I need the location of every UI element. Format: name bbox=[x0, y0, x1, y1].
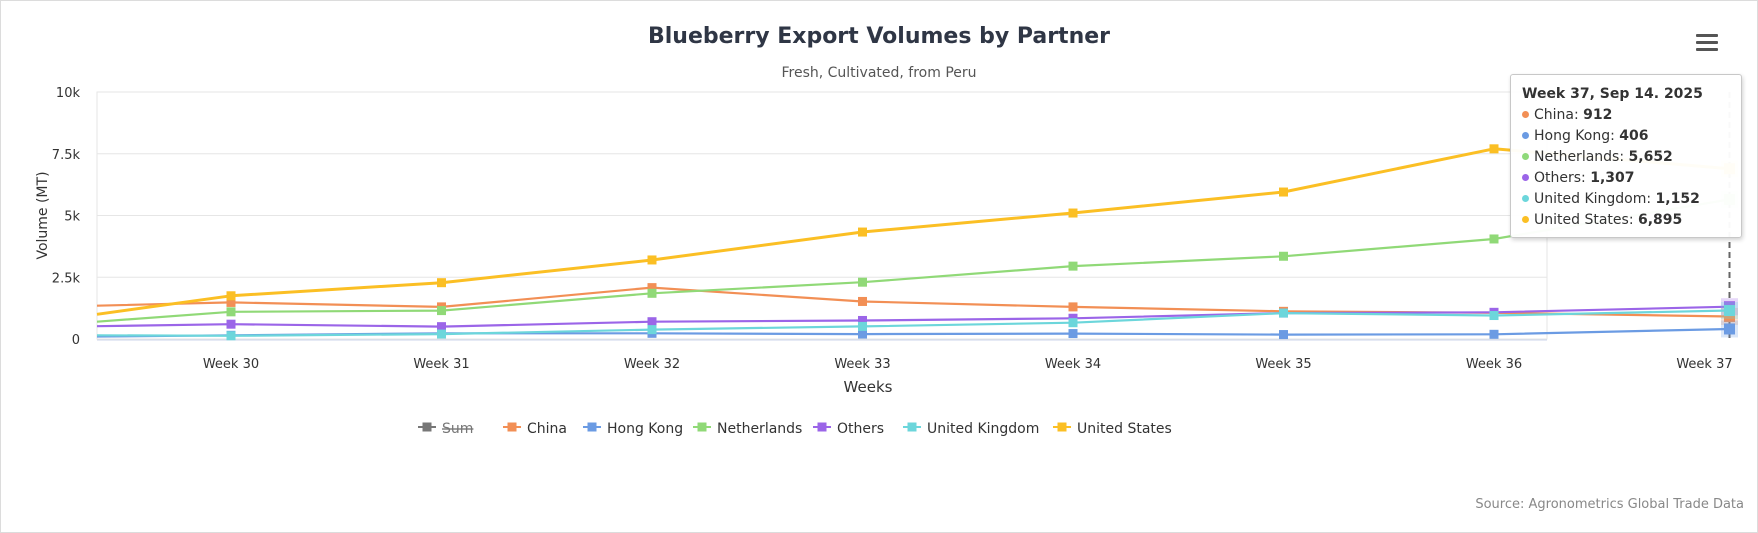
legend-marker bbox=[507, 422, 517, 432]
data-point-china bbox=[1724, 310, 1735, 322]
y-tick-label: 7.5k bbox=[52, 148, 81, 163]
data-point-hong-kong bbox=[1489, 329, 1499, 339]
data-point-others bbox=[858, 315, 867, 325]
x-tick-label: Week 32 bbox=[624, 357, 680, 372]
legend-marker bbox=[817, 422, 827, 432]
hamburger-menu-icon[interactable] bbox=[1692, 30, 1722, 56]
legend-marker bbox=[422, 422, 432, 432]
data-point-others bbox=[647, 317, 657, 327]
legend-marker bbox=[697, 422, 707, 432]
data-point-united-states bbox=[858, 227, 867, 237]
data-point-others bbox=[226, 319, 236, 329]
legend-item-others[interactable]: Others bbox=[837, 421, 884, 437]
x-tick-label: Week 34 bbox=[1045, 357, 1101, 372]
data-point-united-kingdom bbox=[226, 331, 236, 341]
united-kingdom-dot-icon bbox=[1522, 195, 1529, 202]
data-point-china bbox=[647, 283, 657, 293]
data-point-united-kingdom bbox=[1724, 305, 1735, 317]
data-point-netherlands bbox=[1279, 251, 1288, 261]
data-point-netherlands bbox=[647, 288, 657, 298]
data-point-united-states bbox=[1489, 144, 1499, 154]
chart-subtitle: Fresh, Cultivated, from Peru bbox=[781, 65, 977, 81]
tooltip-label: Netherlands bbox=[1534, 149, 1620, 165]
tooltip-value: 1,307 bbox=[1590, 170, 1635, 186]
data-point-united-kingdom bbox=[1279, 308, 1288, 318]
x-tick-label: Week 36 bbox=[1466, 357, 1522, 372]
y-tick-label: 0 bbox=[72, 333, 80, 348]
source-credit: Source: Agronometrics Global Trade Data bbox=[1475, 497, 1744, 512]
tooltip-value: 912 bbox=[1583, 107, 1613, 123]
tooltip-row-others: Others: 1,307 bbox=[1522, 170, 1635, 186]
united-states-dot-icon bbox=[1522, 216, 1529, 223]
tooltip-label: United Kingdom bbox=[1534, 191, 1647, 207]
data-point-china bbox=[1068, 302, 1078, 312]
legend-item-sum[interactable]: Sum bbox=[442, 421, 473, 437]
y-tick-label: 10k bbox=[56, 86, 81, 101]
y-tick-label: 5k bbox=[64, 210, 80, 225]
data-point-united-kingdom bbox=[858, 321, 867, 331]
legend-item-united-states[interactable]: United States bbox=[1077, 421, 1172, 437]
data-point-united-kingdom bbox=[437, 329, 446, 339]
data-point-netherlands bbox=[1489, 234, 1499, 244]
x-axis-title: Weeks bbox=[844, 378, 893, 396]
tooltip-value: 1,152 bbox=[1655, 191, 1700, 207]
tooltip-label: Others bbox=[1534, 170, 1582, 186]
x-tick-label: Week 31 bbox=[413, 357, 469, 372]
y-tick-label: 2.5k bbox=[52, 271, 81, 286]
data-point-netherlands bbox=[437, 306, 446, 316]
data-point-united-states bbox=[647, 255, 657, 265]
legend-item-china[interactable]: China bbox=[527, 421, 567, 437]
tooltip-row-china: China: 912 bbox=[1522, 107, 1612, 123]
legend-item-hong-kong[interactable]: Hong Kong bbox=[607, 421, 683, 437]
x-tick-label: Week 33 bbox=[834, 357, 890, 372]
x-tick-label: Week 37 bbox=[1676, 357, 1732, 372]
tooltip-row-united-kingdom: United Kingdom: 1,152 bbox=[1522, 191, 1700, 207]
legend-item-united-kingdom[interactable]: United Kingdom bbox=[927, 421, 1039, 437]
tooltip-row-netherlands: Netherlands: 5,652 bbox=[1522, 149, 1673, 165]
tooltip-label: China bbox=[1534, 107, 1574, 123]
tooltip-row-united-states: United States: 6,895 bbox=[1522, 212, 1682, 228]
legend-marker bbox=[1057, 422, 1067, 432]
x-tick-label: Week 30 bbox=[203, 357, 259, 372]
hong-kong-dot-icon bbox=[1522, 132, 1529, 139]
data-point-netherlands bbox=[1068, 261, 1078, 271]
tooltip-label: United States bbox=[1534, 212, 1629, 228]
data-point-china bbox=[226, 297, 236, 307]
china-dot-icon bbox=[1522, 111, 1529, 118]
netherlands-dot-icon bbox=[1522, 153, 1529, 160]
legend-item-netherlands[interactable]: Netherlands bbox=[717, 421, 802, 437]
others-dot-icon bbox=[1522, 174, 1529, 181]
tooltip-value: 406 bbox=[1619, 128, 1649, 144]
y-axis-title: Volume (MT) bbox=[35, 171, 51, 259]
data-point-united-states bbox=[1068, 208, 1078, 218]
data-point-united-states bbox=[226, 291, 236, 301]
legend-marker bbox=[907, 422, 917, 432]
tooltip: Week 37, Sep 14. 2025 China: 912 Hong Ko… bbox=[1510, 74, 1742, 238]
tooltip-value: 6,895 bbox=[1637, 212, 1683, 228]
data-point-netherlands bbox=[858, 277, 867, 287]
data-point-netherlands bbox=[226, 307, 236, 317]
data-point-united-states bbox=[1279, 187, 1288, 197]
data-point-hong-kong bbox=[1279, 330, 1288, 340]
data-point-united-kingdom bbox=[1489, 311, 1499, 321]
tooltip-row-hong-kong: Hong Kong: 406 bbox=[1522, 128, 1649, 144]
tooltip-header: Week 37, Sep 14. 2025 bbox=[1522, 86, 1703, 102]
tooltip-label: Hong Kong bbox=[1534, 128, 1611, 144]
chart-title: Blueberry Export Volumes by Partner bbox=[647, 24, 1111, 49]
data-point-china bbox=[858, 296, 867, 306]
data-point-hong-kong bbox=[1724, 323, 1735, 335]
x-tick-label: Week 35 bbox=[1255, 357, 1311, 372]
data-point-hong-kong bbox=[1068, 329, 1078, 339]
legend-marker bbox=[587, 422, 597, 432]
data-point-united-states bbox=[437, 278, 446, 288]
data-point-hong-kong bbox=[858, 329, 867, 339]
data-point-others bbox=[437, 322, 446, 332]
data-point-united-kingdom bbox=[647, 325, 657, 335]
tooltip-value: 5,652 bbox=[1628, 149, 1673, 165]
data-point-united-kingdom bbox=[1068, 318, 1078, 328]
